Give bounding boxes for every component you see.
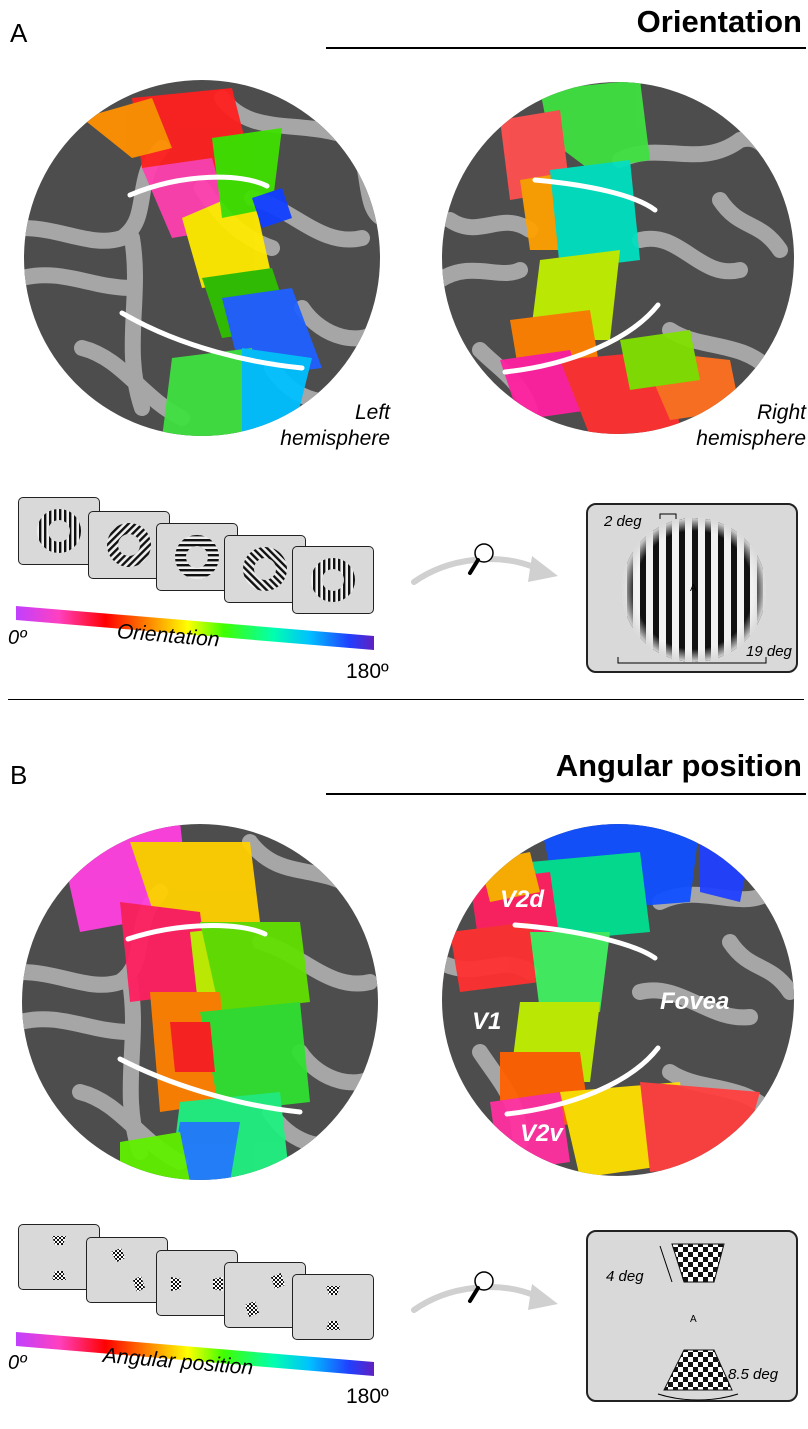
angular-width-label: 4 deg: [606, 1268, 644, 1285]
orientation-map-left-hemisphere: [24, 80, 380, 436]
orientation-colorbar-max: 180º: [346, 660, 389, 683]
panel-b-title: Angular position: [555, 748, 802, 783]
angular-stimulus-frame-5: [292, 1274, 374, 1340]
left-hemisphere-label-line2: hemisphere: [280, 427, 390, 450]
panel-a-title: Orientation: [636, 4, 802, 39]
angular-colorbar-max: 180º: [346, 1385, 389, 1408]
orientation-colorbar: [16, 606, 374, 650]
orientation-stimulus-frame-1: [18, 497, 100, 565]
left-hemisphere-label-line1: Left: [354, 401, 390, 424]
magnifier-icon: [468, 1271, 494, 1303]
orientation-stimulus-detail: 2 deg A 19 deg: [586, 503, 798, 673]
orientation-stimulus-frame-5: [292, 546, 374, 614]
angular-colorbar: [16, 1332, 374, 1376]
v1-label: V1: [472, 1008, 502, 1035]
angular-stimulus-detail: 4 deg A 8.5 deg: [586, 1230, 798, 1402]
right-hemisphere-label-line2: hemisphere: [696, 427, 806, 450]
panel-divider: [8, 699, 804, 700]
right-hemisphere-label-line1: Right: [756, 401, 806, 424]
angular-map-left-hemisphere: [22, 824, 378, 1180]
magnifier-icon: [468, 543, 494, 575]
fovea-label: Fovea: [660, 988, 730, 1015]
angular-fixation-mark: A: [690, 1314, 697, 1325]
orientation-colorbar-min: 0º: [8, 627, 27, 649]
orientation-map-right-hemisphere: [442, 82, 794, 434]
left-hemisphere-label: Left hemisphere: [242, 400, 390, 452]
panel-b-letter: B: [10, 760, 28, 790]
panel-b-title-rule: [326, 793, 806, 795]
angular-map-right-hemisphere: [442, 824, 794, 1176]
angular-colorbar-min: 0º: [8, 1352, 27, 1374]
curved-arrow-icon: [411, 556, 558, 585]
v2v-label: V2v: [520, 1120, 563, 1147]
orientation-inner-size-label: 2 deg: [604, 513, 642, 530]
orientation-outer-size-label: 19 deg: [746, 643, 792, 660]
angular-stimulus-frame-2: [86, 1237, 168, 1303]
panel-a-letter: A: [10, 18, 28, 48]
curved-arrow-icon: [411, 1284, 558, 1313]
right-hemisphere-label: Right hemisphere: [650, 400, 806, 452]
orientation-fixation-mark: A: [690, 583, 697, 594]
v2d-label: V2d: [500, 886, 545, 913]
angular-eccentricity-label: 8.5 deg: [728, 1366, 779, 1383]
panel-a-title-rule: [326, 47, 806, 49]
